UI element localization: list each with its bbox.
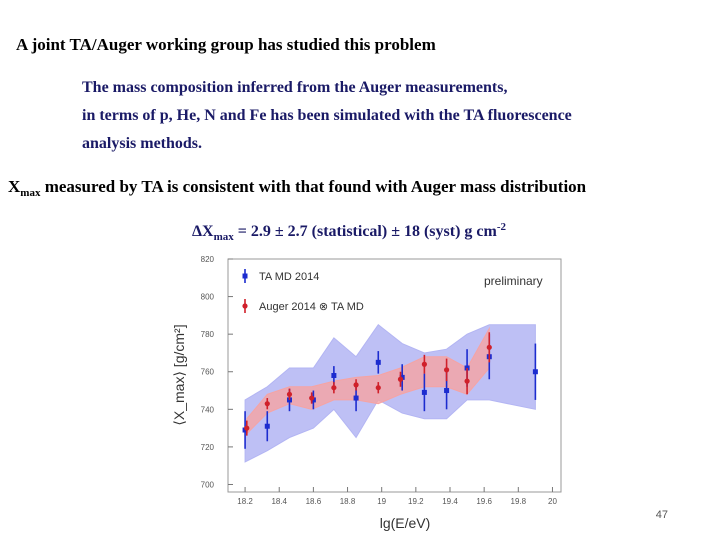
legend-label: Auger 2014 ⊗ TA MD [259, 301, 364, 313]
paragraph-line: analysis methods. [82, 135, 202, 152]
point [331, 385, 337, 391]
y-tick-label: 780 [201, 330, 215, 339]
y-tick-label: 740 [201, 405, 215, 414]
point [397, 376, 404, 382]
superscript: -2 [497, 221, 507, 233]
text: ΔX [192, 223, 214, 240]
y-axis-label: ⟨X_max⟩ [g/cm²] [171, 324, 187, 425]
point [464, 378, 470, 384]
x-tick-label: 18.2 [237, 497, 253, 506]
text: = 2.9 ± 2.7 (statistical) ± 18 (syst) g … [234, 223, 498, 240]
result: ΔXmax = 2.9 ± 2.7 (statistical) ± 18 (sy… [192, 221, 507, 243]
y-tick-label: 760 [201, 368, 215, 377]
point [264, 401, 270, 407]
y-tick-label: 700 [201, 480, 215, 489]
subscript: max [20, 187, 41, 199]
x-tick-label: 18.4 [271, 497, 287, 506]
paragraph-line: in terms of p, He, N and Fe has been sim… [82, 107, 572, 124]
point [244, 425, 250, 431]
point [375, 385, 381, 391]
x-tick-label: 19 [377, 497, 386, 506]
point [286, 391, 293, 397]
plot-frame [227, 258, 562, 493]
annotation: preliminary [484, 274, 543, 288]
x-tick-label: 19.6 [476, 497, 492, 506]
point [486, 344, 492, 350]
point [421, 389, 427, 395]
legend-swatch [242, 273, 248, 279]
point [353, 395, 359, 401]
paragraph-line: The mass composition inferred from the A… [82, 79, 507, 96]
x-tick-label: 19.4 [442, 497, 458, 506]
point [309, 395, 315, 401]
point [331, 373, 337, 378]
text: measured by TA is consistent with that f… [40, 177, 586, 196]
chart: 700 720 740 760 780 800 820 18.2 18.4 18.6 18.8 19 1… [171, 255, 562, 531]
x-tick-label: 19.8 [511, 497, 527, 506]
x-tick-label: 20 [548, 497, 557, 506]
text: X [8, 177, 21, 196]
x-axis-label: lg(E/eV) [380, 515, 431, 531]
y-tick-label: 720 [201, 443, 215, 452]
point [443, 367, 450, 373]
point [264, 423, 270, 429]
statement: Xmax measured by TA is consistent with t… [8, 177, 587, 199]
legend-label: TA MD 2014 [259, 271, 319, 283]
point [444, 388, 450, 394]
slide-title: A joint TA/Auger working group has studi… [16, 35, 436, 54]
point [532, 369, 538, 375]
page-number: 47 [656, 509, 668, 521]
point [375, 359, 381, 365]
subscript: max [214, 231, 235, 243]
y-tick-label: 800 [201, 293, 215, 302]
point [353, 382, 359, 388]
x-tick-label: 18.8 [340, 497, 356, 506]
point [421, 361, 427, 367]
y-tick-label: 820 [201, 255, 215, 264]
legend-swatch [242, 303, 248, 309]
x-tick-label: 18.6 [306, 497, 322, 506]
x-tick-label: 19.2 [408, 497, 424, 506]
